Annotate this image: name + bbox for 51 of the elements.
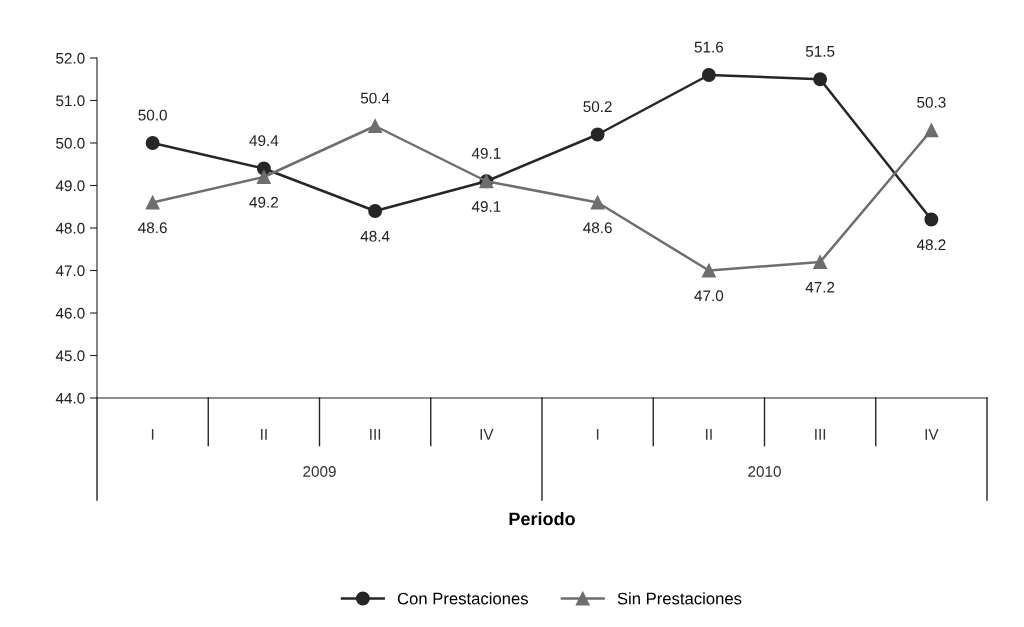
x-tick-label: II [706, 429, 712, 440]
point [145, 136, 160, 150]
point [368, 204, 383, 218]
legend-label: Sin Prestaciones [617, 592, 742, 605]
data-label: 48.6 [138, 222, 167, 234]
point [701, 263, 716, 278]
y-tick-label: 50.0 [56, 137, 85, 149]
y-tick-label: 45.0 [55, 350, 85, 362]
data-label: 47.0 [694, 290, 724, 302]
point [368, 119, 383, 133]
point [256, 170, 271, 184]
legend-label: Con Prestaciones [397, 592, 528, 605]
x-tick-label: I [151, 429, 154, 440]
data-label: 50.0 [138, 109, 167, 121]
data-label: 49.4 [249, 135, 279, 147]
data-label: 50.4 [360, 92, 390, 104]
data-label: 50.2 [583, 101, 612, 113]
data-label: 47.2 [805, 281, 835, 293]
data-label: 50.3 [917, 96, 946, 108]
x-axis-title: Periodo [509, 512, 575, 526]
data-label: 48.6 [583, 222, 612, 234]
data-label: 51.5 [805, 46, 835, 57]
y-tick-label: 49.0 [55, 180, 85, 192]
point [590, 127, 605, 142]
data-label: 49.1 [471, 147, 501, 159]
y-tick-label: 51.0 [56, 95, 85, 107]
point [924, 123, 939, 138]
y-tick-label: 48.0 [55, 222, 85, 234]
point [924, 212, 939, 227]
y-tick-label: 44.0 [55, 392, 85, 404]
point [813, 72, 828, 87]
data-label: 51.6 [694, 41, 724, 53]
y-tick-label: 47.0 [55, 265, 85, 277]
data-label: 49.1 [471, 201, 501, 212]
x-tick-label: I [596, 429, 599, 440]
x-tick-label: III [370, 429, 381, 440]
x-tick-label: IV [480, 429, 494, 440]
y-tick-label: 46.0 [55, 307, 85, 319]
point [590, 195, 605, 210]
x-tick-label: II [261, 429, 267, 440]
text: 2010 [748, 466, 781, 477]
y-tick-label: 52.0 [56, 52, 85, 64]
x-tick-label: IV [925, 429, 939, 440]
data-label: 49.2 [249, 196, 278, 208]
point [145, 195, 160, 210]
text: 2009 [303, 466, 336, 477]
data-label: 48.4 [360, 230, 390, 242]
point [813, 255, 828, 269]
x-tick-label: III [815, 429, 826, 440]
data-label: 48.2 [916, 239, 946, 251]
point [701, 68, 716, 82]
